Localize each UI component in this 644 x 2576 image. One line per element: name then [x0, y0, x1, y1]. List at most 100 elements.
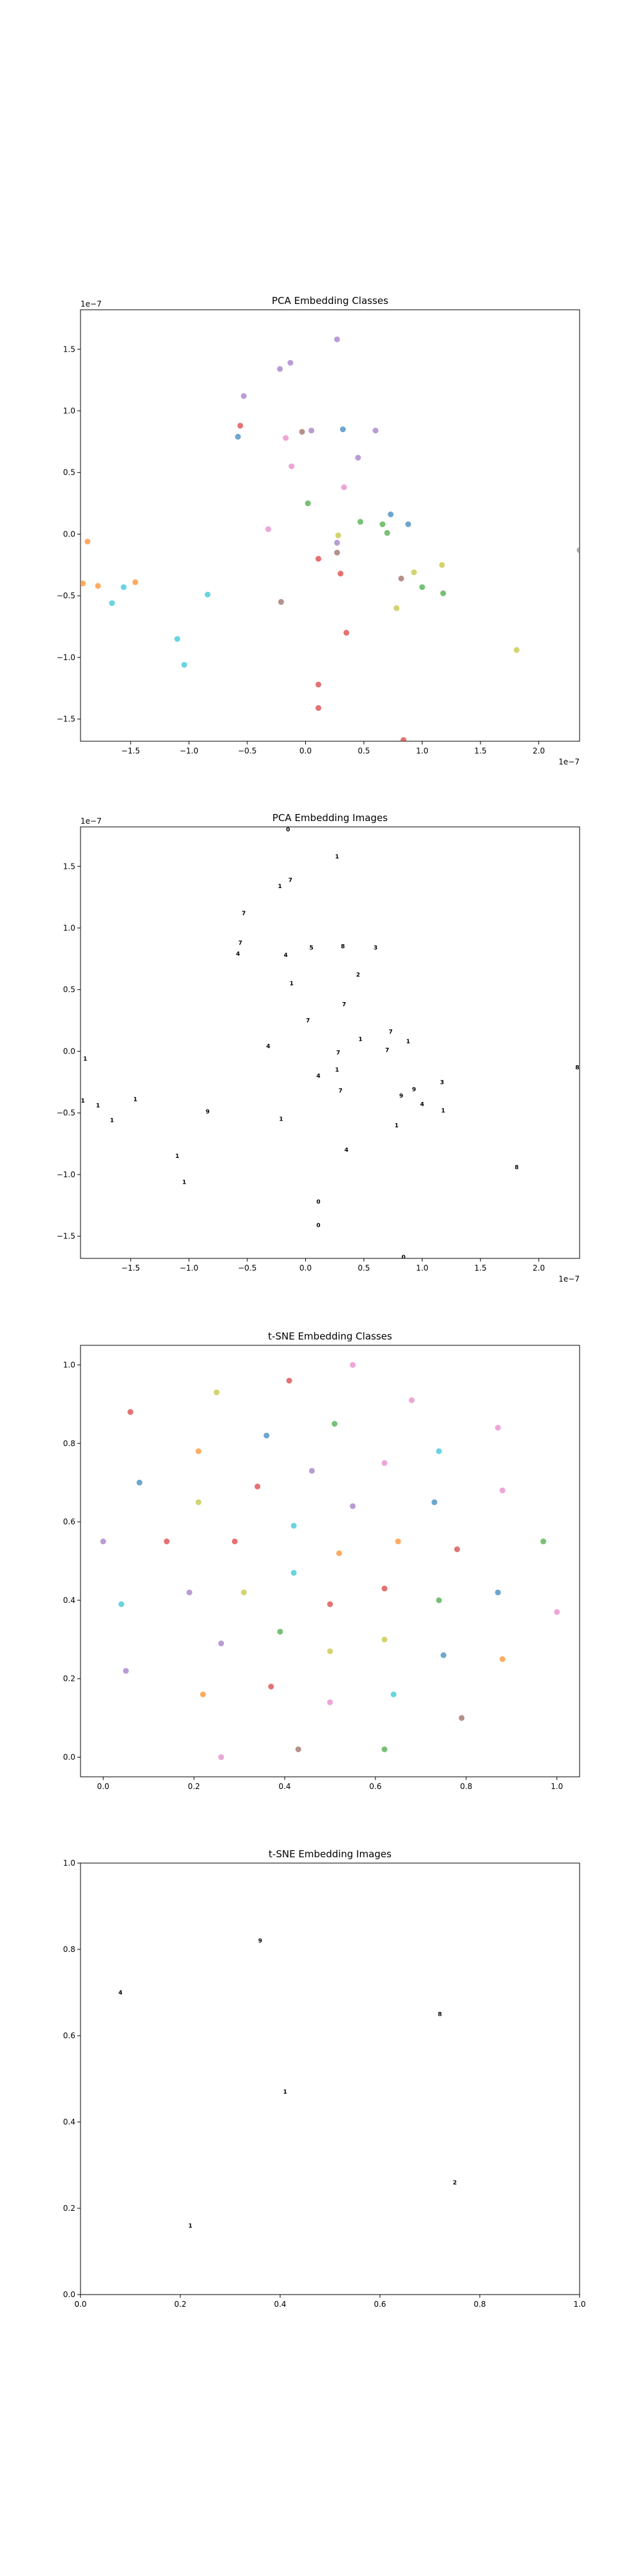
data-point	[336, 1550, 343, 1557]
y-offset-label: 1e−7	[80, 299, 102, 308]
digit-thumbnail: 1	[96, 1103, 100, 1110]
data-point	[299, 429, 305, 435]
data-point	[334, 540, 340, 546]
data-point	[118, 1601, 124, 1607]
x-tick-label: 1.0	[551, 1782, 563, 1791]
digit-thumbnail: 0	[316, 1199, 320, 1206]
data-point	[343, 630, 350, 636]
data-point	[290, 1569, 297, 1576]
chart-title: PCA Embedding Classes	[272, 295, 388, 307]
data-point	[334, 549, 340, 556]
digit-thumbnail: 1	[335, 854, 339, 860]
digit-thumbnail: 7	[289, 877, 292, 884]
data-point	[254, 1483, 261, 1490]
data-point	[495, 1589, 501, 1596]
data-point	[277, 366, 283, 372]
data-point	[122, 1668, 129, 1674]
data-point	[120, 584, 127, 591]
data-point	[381, 1586, 388, 1592]
y-tick-label: 0.2	[63, 1674, 75, 1683]
digit-thumbnail: 1	[278, 884, 282, 890]
chart-title: t-SNE Embedding Classes	[268, 1331, 392, 1342]
y-tick-label: 0.2	[63, 2204, 75, 2213]
x-tick-label: −1.5	[121, 746, 140, 755]
data-point	[289, 463, 295, 469]
data-point	[218, 1754, 224, 1761]
data-point	[454, 1546, 460, 1553]
data-point	[174, 636, 180, 642]
x-tick-label: 1.5	[475, 1264, 487, 1273]
digit-thumbnail: 8	[438, 2012, 442, 2018]
data-point	[109, 600, 115, 607]
digit-thumbnail: 7	[385, 1047, 389, 1054]
data-point	[513, 647, 520, 653]
x-tick-label: 1.5	[475, 746, 487, 755]
data-point	[554, 1609, 560, 1615]
data-point	[213, 1389, 220, 1396]
data-point	[218, 1640, 224, 1647]
digit-thumbnail: 7	[336, 1050, 340, 1056]
digit-thumbnail: 1	[279, 1117, 283, 1123]
digit-thumbnail: 4	[236, 951, 240, 958]
digit-thumbnail: 1	[395, 1122, 399, 1129]
data-point	[357, 518, 364, 525]
digit-thumbnail: 4	[118, 1990, 122, 1996]
x-tick-label: 1.0	[416, 1264, 428, 1273]
digit-thumbnail: 0	[401, 1255, 405, 1261]
data-point	[431, 1499, 438, 1506]
digit-thumbnail: 8	[515, 1164, 518, 1171]
x-tick-label: −0.5	[238, 746, 256, 755]
digit-thumbnail: 7	[342, 1002, 346, 1009]
data-point	[283, 435, 289, 441]
data-point	[405, 521, 412, 527]
x-tick-label: 0.8	[473, 2300, 486, 2309]
data-point	[395, 1539, 401, 1545]
data-point	[234, 433, 241, 440]
plot-frame	[80, 826, 580, 1259]
data-point	[327, 1648, 333, 1654]
data-point	[337, 571, 344, 577]
plot-frame	[80, 309, 580, 742]
plot-frame	[80, 1862, 580, 2295]
data-point	[436, 1448, 442, 1454]
y-tick-label: 0.6	[63, 1517, 75, 1526]
digit-thumbnail: 7	[389, 1029, 393, 1036]
x-tick-label: 2.0	[533, 746, 545, 755]
chart-title: t-SNE Embedding Images	[269, 1848, 392, 1860]
digit-thumbnail: 4	[345, 1148, 348, 1154]
data-point	[315, 556, 321, 562]
y-tick-label: −1.5	[57, 1232, 75, 1241]
data-point	[84, 538, 91, 545]
data-point	[388, 511, 394, 518]
data-point	[540, 1539, 547, 1545]
y-tick-label: −1.0	[57, 653, 75, 662]
data-point	[439, 562, 445, 568]
data-point	[381, 1636, 388, 1643]
y-tick-label: 1.0	[63, 406, 75, 415]
data-point	[315, 681, 321, 688]
data-point	[181, 661, 187, 668]
x-tick-label: 1.0	[573, 2300, 585, 2309]
data-points: 0 1 7 1 7 7 4 4 5 8 3 2 1 7 7 1 7 1 7 7 4 4 1 7 9 9 4 3 1 1 1 4 8 1 1 9 1 1 1 1…	[80, 827, 579, 1261]
chart-4: t-SNE Embedding Images 0.0 0.2 0.4 0.6 0.8 1.0…	[63, 1848, 586, 2309]
y-tick-label: −1.0	[57, 1170, 75, 1179]
data-point	[341, 484, 347, 491]
digit-thumbnail: 7	[339, 1088, 343, 1095]
y-offset-label: 1e−7	[80, 817, 102, 826]
data-point	[401, 737, 407, 741]
digit-thumbnail: 1	[80, 1098, 84, 1104]
data-point	[393, 605, 400, 611]
data-point	[499, 1656, 506, 1662]
x-tick-label: −1.0	[180, 1264, 198, 1273]
y-tick-label: 0.0	[63, 1753, 75, 1762]
data-point	[263, 1432, 270, 1439]
data-point	[295, 1746, 301, 1752]
data-point	[459, 1715, 465, 1721]
data-point	[128, 1409, 133, 1416]
x-offset-label: 1e−7	[558, 757, 580, 766]
data-point	[164, 1539, 170, 1545]
data-point	[355, 455, 361, 461]
data-point	[327, 1601, 333, 1607]
x-tick-label: 0.4	[274, 2300, 286, 2309]
data-points	[100, 1361, 560, 1761]
